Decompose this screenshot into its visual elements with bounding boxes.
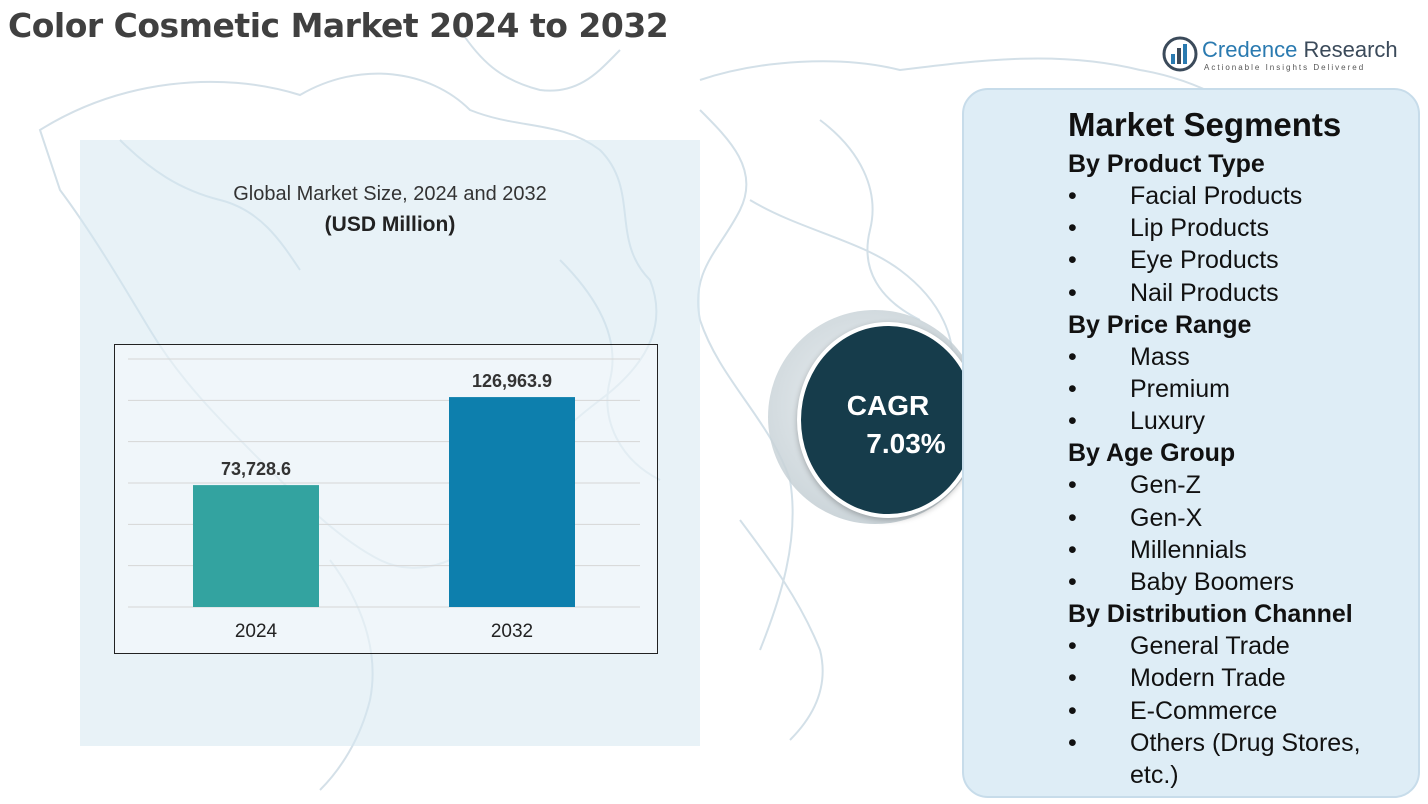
segment-item: • Facial Products: [1068, 180, 1408, 212]
segment-item-label: Baby Boomers: [1130, 568, 1294, 597]
chart-title: Global Market Size, 2024 and 2032: [233, 183, 547, 205]
segment-item-label: Millennials: [1130, 535, 1247, 564]
page-title: Color Cosmetic Market 2024 to 2032: [8, 6, 669, 45]
segment-item-label: Others (Drug Stores, etc.): [1130, 728, 1361, 790]
bullet-icon: •: [1068, 342, 1077, 371]
x-tick-label: 2024: [235, 621, 278, 642]
segment-item-label: Gen-Z: [1130, 471, 1201, 500]
segment-item: • Nail Products: [1068, 277, 1408, 309]
segment-group-title: By Distribution Channel: [1068, 600, 1353, 629]
bullet-icon: •: [1068, 568, 1077, 597]
segment-item: • Gen-Z: [1068, 469, 1408, 501]
segment-group-title: By Product Type: [1068, 150, 1265, 178]
segment-item: • Luxury: [1068, 405, 1408, 437]
bullet-icon: •: [1068, 407, 1077, 436]
bar-chart-logo-icon: [1162, 36, 1198, 72]
bullet-icon: •: [1068, 278, 1077, 307]
segment-item: • Millennials: [1068, 534, 1408, 566]
segment-item: • General Trade: [1068, 630, 1408, 662]
segments-list: Market Segments By Product Type • Facial P…: [1068, 104, 1408, 791]
bar-2024: [193, 485, 319, 607]
brand-name: Credence Research: [1202, 37, 1398, 63]
bullet-icon: •: [1068, 471, 1077, 500]
segment-item-label: General Trade: [1130, 632, 1290, 661]
segment-item: • Lip Products: [1068, 212, 1408, 244]
segment-item: • E-Commerce: [1068, 695, 1408, 727]
segment-item: • Baby Boomers: [1068, 566, 1408, 598]
segment-item-label: Eye Products: [1130, 246, 1279, 275]
segment-group-title: By Age Group: [1068, 439, 1236, 468]
brand-logo: Credence Research Actionable Insights De…: [1162, 36, 1402, 76]
segment-item: • Others (Drug Stores, etc.): [1068, 727, 1408, 791]
segment-item-label: E-Commerce: [1130, 696, 1278, 725]
bar-2032: [449, 397, 575, 607]
x-tick-label: 2032: [491, 621, 533, 642]
cagr-label: CAGR: [846, 390, 930, 421]
segment-item: • Premium: [1068, 373, 1408, 405]
segment-item-label: Modern Trade: [1130, 664, 1286, 693]
segments-panel: [962, 88, 1420, 798]
segment-group-title: By Price Range: [1068, 310, 1252, 339]
segments-heading: Market Segments: [1068, 106, 1342, 143]
chart-unit: (USD Million): [324, 213, 456, 236]
brand-name-part1: Credence: [1202, 37, 1298, 62]
cagr-badge: [797, 322, 979, 518]
brand-tagline: Actionable Insights Delivered: [1204, 63, 1366, 72]
segment-item: • Mass: [1068, 341, 1408, 373]
data-label: 73,728.6: [221, 459, 291, 479]
bar-chart: 73,728.6 2024 126,963.9 2032: [128, 358, 640, 642]
bullet-icon: •: [1068, 632, 1077, 661]
bullet-icon: •: [1068, 246, 1077, 275]
cagr-value: 7.03%: [866, 428, 946, 459]
bullet-icon: •: [1068, 535, 1077, 564]
bullet-icon: •: [1068, 375, 1077, 404]
bullet-icon: •: [1068, 696, 1077, 725]
segment-item: • Modern Trade: [1068, 662, 1408, 694]
bullet-icon: •: [1068, 214, 1077, 243]
segment-item-label: Gen-X: [1130, 503, 1203, 532]
segment-item-label: Premium: [1130, 375, 1231, 404]
segment-item-label: Mass: [1130, 342, 1190, 371]
segment-item-label: Luxury: [1130, 407, 1206, 436]
segment-item: • Gen-X: [1068, 502, 1408, 534]
bullet-icon: •: [1068, 182, 1077, 210]
brand-name-part2: Research: [1303, 37, 1398, 62]
data-label: 126,963.9: [472, 371, 552, 391]
segment-item: • Eye Products: [1068, 244, 1408, 276]
segment-item-label: Facial Products: [1130, 182, 1303, 210]
chart-panel: [80, 140, 700, 746]
segment-item-label: Nail Products: [1130, 278, 1279, 307]
bullet-icon: •: [1068, 503, 1077, 532]
bullet-icon: •: [1068, 664, 1077, 693]
segment-item-label: Lip Products: [1130, 214, 1269, 243]
bullet-icon: •: [1068, 728, 1077, 757]
